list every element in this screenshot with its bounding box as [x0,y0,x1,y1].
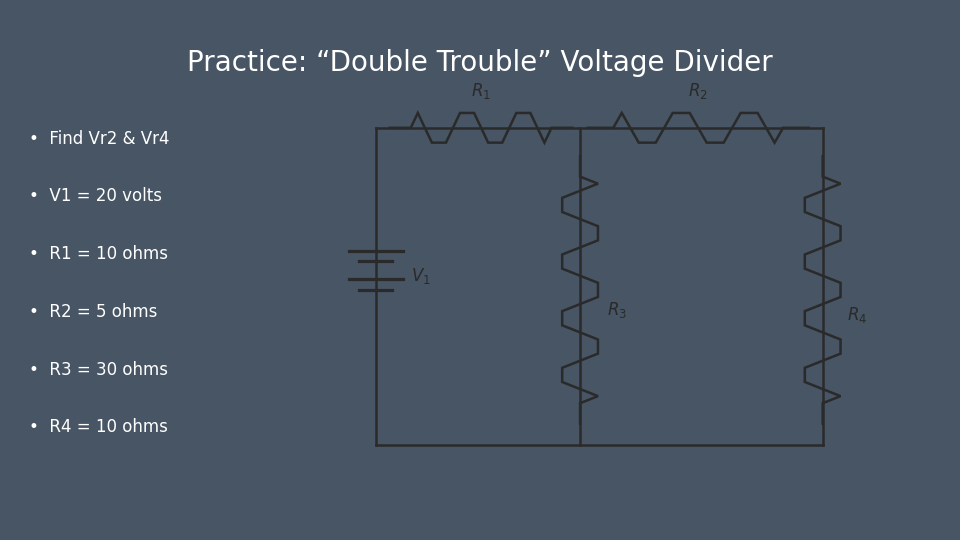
Text: •  V1 = 20 volts: • V1 = 20 volts [29,187,162,205]
Text: •  Find Vr2 & Vr4: • Find Vr2 & Vr4 [29,130,169,147]
Text: $R_3$: $R_3$ [607,300,627,320]
Text: •  R3 = 30 ohms: • R3 = 30 ohms [29,361,168,379]
Text: $R_1$: $R_1$ [471,80,492,100]
Text: •  R4 = 10 ohms: • R4 = 10 ohms [29,418,168,436]
Text: •  R2 = 5 ohms: • R2 = 5 ohms [29,303,157,321]
Text: Practice: “Double Trouble” Voltage Divider: Practice: “Double Trouble” Voltage Divid… [187,49,773,77]
Text: •  R1 = 10 ohms: • R1 = 10 ohms [29,245,168,263]
Text: $R_4$: $R_4$ [847,305,867,325]
Text: $R_2$: $R_2$ [688,80,708,100]
Text: $V_1$: $V_1$ [411,266,431,286]
